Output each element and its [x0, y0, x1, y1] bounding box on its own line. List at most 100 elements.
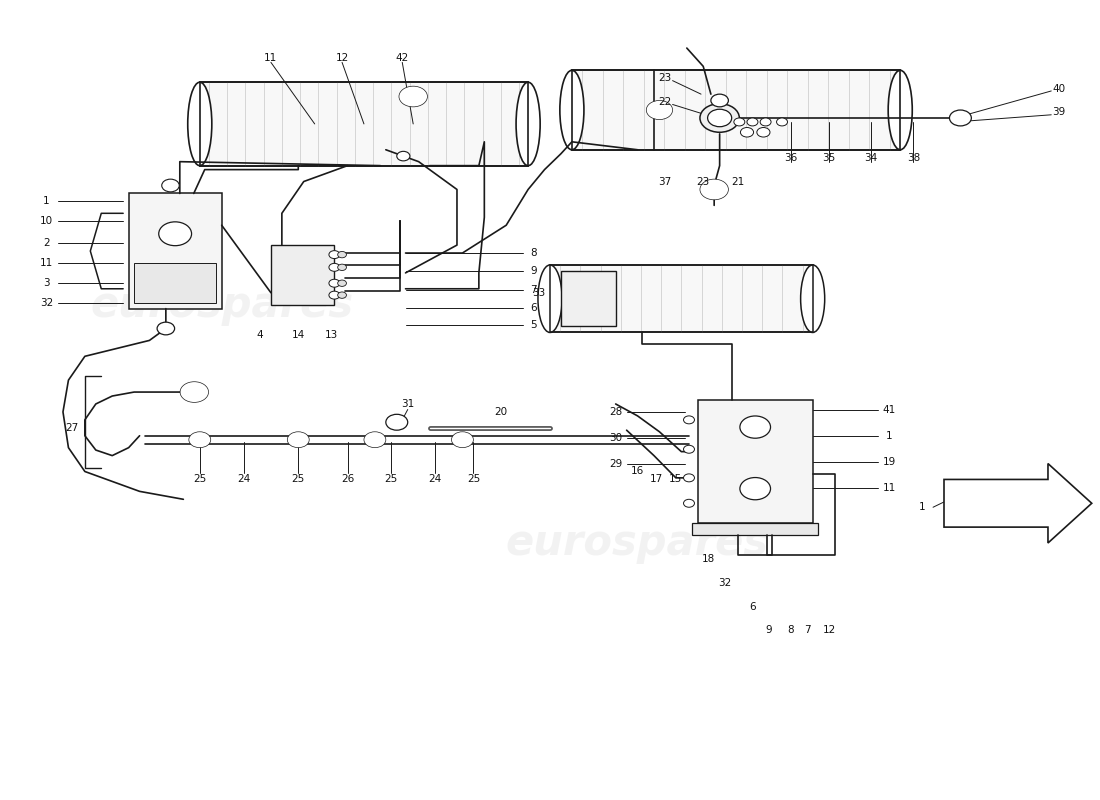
Text: 31: 31: [402, 399, 415, 409]
Bar: [271, 245, 334, 305]
Circle shape: [329, 263, 340, 271]
Bar: [550, 265, 813, 333]
Circle shape: [397, 151, 410, 161]
Ellipse shape: [888, 70, 912, 150]
Text: 6: 6: [530, 303, 537, 313]
Text: 42: 42: [396, 54, 409, 63]
Circle shape: [368, 435, 382, 445]
Circle shape: [180, 382, 209, 402]
Text: 32: 32: [718, 578, 732, 588]
Text: 1: 1: [886, 430, 892, 441]
Bar: [572, 70, 900, 150]
Text: eurospares: eurospares: [90, 284, 353, 326]
Circle shape: [777, 118, 788, 126]
Circle shape: [386, 414, 408, 430]
Circle shape: [700, 104, 739, 132]
Text: 33: 33: [532, 288, 546, 298]
Text: 28: 28: [609, 407, 623, 417]
Bar: [561, 271, 616, 326]
Text: 2: 2: [43, 238, 50, 248]
Circle shape: [187, 386, 202, 398]
Text: 39: 39: [1053, 107, 1066, 118]
Circle shape: [338, 251, 346, 258]
Text: 8: 8: [530, 248, 537, 258]
Text: 21: 21: [732, 177, 745, 186]
Circle shape: [757, 127, 770, 137]
Circle shape: [734, 118, 745, 126]
Bar: [692, 523, 818, 535]
Text: 6: 6: [749, 602, 756, 611]
Text: 12: 12: [336, 54, 349, 63]
Circle shape: [189, 432, 211, 448]
Text: 36: 36: [784, 153, 798, 162]
Text: 27: 27: [65, 423, 78, 433]
Text: 14: 14: [292, 330, 305, 340]
Text: 38: 38: [906, 153, 920, 162]
Circle shape: [747, 118, 758, 126]
Bar: [550, 265, 813, 333]
Circle shape: [683, 474, 694, 482]
Ellipse shape: [538, 265, 562, 333]
Text: 29: 29: [609, 458, 623, 469]
Circle shape: [700, 179, 728, 200]
Circle shape: [399, 86, 428, 107]
Circle shape: [364, 432, 386, 448]
Circle shape: [647, 101, 672, 119]
Text: 11: 11: [882, 483, 895, 493]
Text: eurospares: eurospares: [506, 522, 769, 564]
Text: 40: 40: [1053, 83, 1066, 94]
Circle shape: [455, 435, 469, 445]
Ellipse shape: [560, 70, 584, 150]
Text: 32: 32: [40, 298, 53, 308]
Text: 41: 41: [882, 405, 895, 414]
Circle shape: [329, 279, 340, 287]
Circle shape: [740, 416, 770, 438]
Text: 16: 16: [631, 466, 645, 477]
Circle shape: [683, 446, 694, 454]
Circle shape: [162, 179, 179, 192]
Text: 17: 17: [649, 474, 663, 485]
Circle shape: [683, 416, 694, 424]
Circle shape: [338, 280, 346, 286]
Text: 25: 25: [385, 474, 398, 485]
Text: 5: 5: [530, 319, 537, 330]
Bar: [129, 194, 222, 309]
Text: 25: 25: [292, 474, 305, 485]
Circle shape: [338, 264, 346, 270]
Text: 1: 1: [43, 196, 50, 206]
Circle shape: [683, 499, 694, 507]
Text: 15: 15: [669, 474, 682, 485]
Text: 7: 7: [804, 626, 811, 635]
Circle shape: [329, 291, 340, 299]
Text: 7: 7: [530, 285, 537, 294]
Text: 25: 25: [194, 474, 207, 485]
Circle shape: [329, 250, 340, 258]
Ellipse shape: [801, 265, 825, 333]
Bar: [200, 82, 528, 166]
Bar: [200, 82, 528, 166]
Text: 30: 30: [609, 433, 623, 443]
Text: 34: 34: [864, 153, 878, 162]
Text: 18: 18: [702, 554, 715, 564]
Text: 23: 23: [696, 177, 710, 186]
Text: 35: 35: [823, 153, 836, 162]
Circle shape: [158, 222, 191, 246]
Circle shape: [406, 91, 421, 102]
Text: 4: 4: [256, 330, 263, 340]
Text: 11: 11: [40, 258, 53, 268]
Text: 24: 24: [429, 474, 442, 485]
Circle shape: [338, 292, 346, 298]
Text: 23: 23: [658, 74, 671, 83]
Text: 9: 9: [530, 266, 537, 276]
Text: 8: 8: [788, 626, 794, 635]
Text: 25: 25: [466, 474, 480, 485]
Polygon shape: [944, 463, 1091, 543]
Bar: [134, 262, 217, 303]
Circle shape: [760, 118, 771, 126]
Circle shape: [652, 105, 667, 115]
Ellipse shape: [188, 82, 212, 166]
Circle shape: [706, 184, 722, 195]
Circle shape: [949, 110, 971, 126]
Text: 12: 12: [823, 626, 836, 635]
Circle shape: [740, 478, 770, 500]
